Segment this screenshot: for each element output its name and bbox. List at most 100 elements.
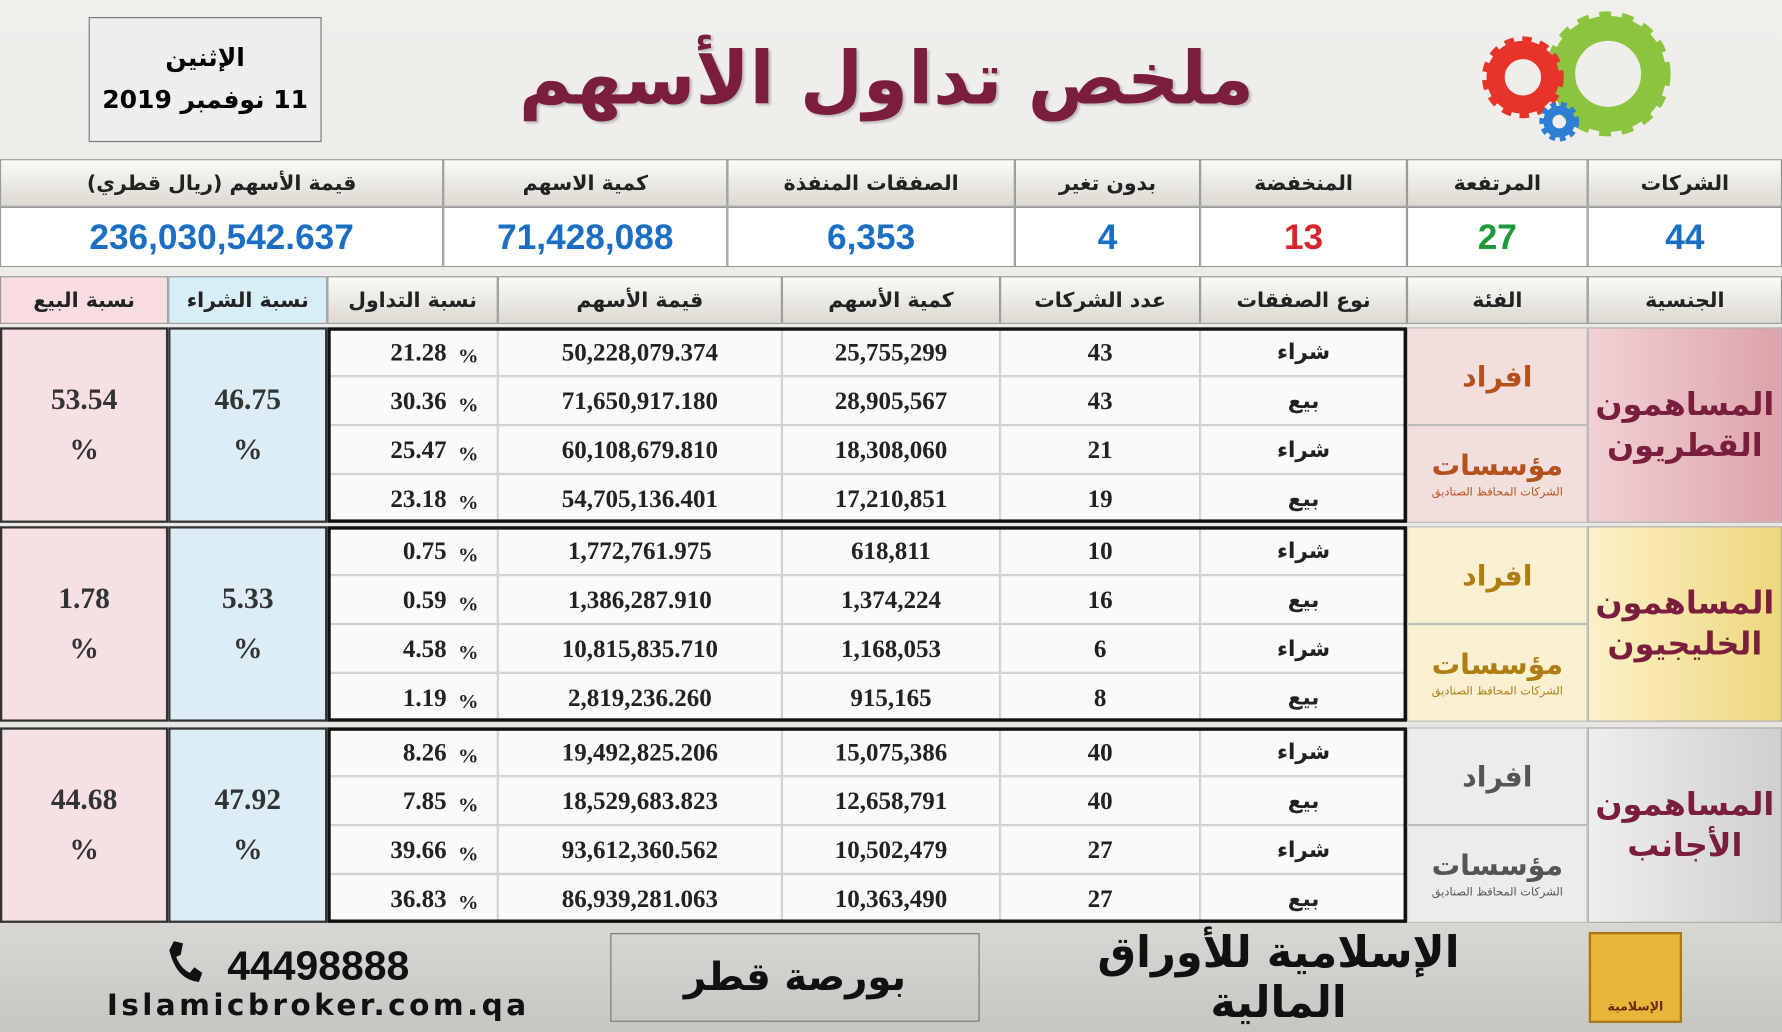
website: Islamicbroker.com.qa (106, 988, 530, 1023)
phone: 44498888 (227, 942, 410, 989)
gears-logo (1481, 11, 1671, 142)
percent-sign: % (458, 543, 479, 567)
date-box: الإثنين 11 نوفمبر 2019 (88, 17, 322, 143)
table-header: نسبة الشراء (168, 276, 328, 324)
percent-sign: % (458, 592, 479, 615)
summary-value: 44 (1587, 206, 1782, 268)
trade-type: شراء (1200, 727, 1407, 777)
share-quantity: 28,905,567 (781, 376, 1001, 426)
percent-sign: % (458, 393, 479, 416)
nationality: المساهمون الخليجيون (1587, 526, 1782, 722)
ratio-box: 47.92% (168, 727, 328, 923)
ratio-box: 53.54% (0, 327, 169, 523)
summary-header: الشركات (1587, 159, 1782, 207)
share-value: 2,819,236.260 (497, 672, 782, 722)
percent-sign: % (232, 631, 263, 665)
category-label: افراد (1462, 558, 1533, 592)
trade-type: بيع (1200, 776, 1407, 826)
share-quantity: 915,165 (781, 672, 1001, 722)
title: ملخص تداول الأسهم (518, 37, 1255, 122)
share-value: 18,529,683.823 (497, 776, 782, 826)
category: افراد (1406, 327, 1588, 426)
trade-ratio: 4.58 (327, 623, 498, 673)
exchange: بورصة قطر (610, 933, 980, 1022)
share-quantity: 1,168,053 (781, 623, 1001, 673)
category-note: الشركات المحافظ الصناديق (1431, 685, 1563, 698)
share-quantity: 1,374,224 (781, 575, 1001, 624)
trade-type: بيع (1200, 575, 1407, 624)
share-quantity: 12,658,791 (781, 776, 1001, 826)
ratio-box: 46.75% (168, 327, 328, 523)
trade-ratio: 21.28 (327, 327, 498, 377)
category-label: افراد (1462, 759, 1533, 793)
footer (0, 922, 1782, 1032)
table-header: نسبة التداول (327, 276, 498, 324)
gear (1550, 15, 1667, 132)
percent-sign: % (458, 490, 479, 514)
gear (1539, 101, 1580, 142)
ratio-box: 44.68% (0, 727, 169, 923)
share-value: 1,386,287.910 (497, 575, 782, 624)
gear (1543, 105, 1576, 138)
share-value: 71,650,917.180 (497, 376, 782, 426)
date: 11 نوفمبر 2019 (102, 86, 309, 115)
summary-header: الصفقات المنفذة (727, 159, 1015, 207)
trade-type: شراء (1200, 327, 1407, 377)
category-note: الشركات المحافظ الصناديق (1431, 486, 1563, 499)
company-count: 27 (1000, 874, 1201, 923)
summary-value: 27 (1406, 206, 1588, 268)
trade-ratio: 30.36 (327, 376, 498, 426)
category: مؤسسات الشركات المحافظ الصناديق (1406, 425, 1588, 523)
trade-ratio: 23.18 (327, 473, 498, 523)
ratio-value: 46.75 (214, 383, 281, 416)
share-value: 1,772,761.975 (497, 526, 782, 576)
company: الإسلامية للأوراق المالية (1097, 927, 1460, 1028)
summary-header: كمية الاسهم (443, 159, 728, 207)
share-value: 93,612,360.562 (497, 825, 782, 875)
company-count: 6 (1000, 623, 1201, 673)
percent-sign: % (458, 891, 479, 914)
percent-sign: % (458, 442, 479, 465)
percent-sign: % (232, 833, 263, 867)
table-header: نسبة البيع (0, 276, 169, 324)
gear (1486, 40, 1560, 114)
trade-type: بيع (1200, 672, 1407, 722)
share-quantity: 10,363,490 (781, 874, 1001, 923)
trade-type: شراء (1200, 623, 1407, 673)
table-header: نوع الصفقات (1200, 276, 1407, 324)
summary-value: 13 (1200, 206, 1407, 268)
summary-header: المرتفعة (1406, 159, 1588, 207)
share-value: 60,108,679.810 (497, 425, 782, 474)
share-value: 19,492,825.206 (497, 727, 782, 777)
table-header: الفئة (1406, 276, 1588, 324)
ratio-value: 44.68 (50, 783, 118, 817)
category: افراد (1406, 727, 1588, 826)
ratio-value: 1.78 (58, 581, 110, 615)
percent-sign: % (458, 744, 479, 768)
percent-sign: % (458, 793, 479, 817)
category-note: الشركات المحافظ الصناديق (1431, 886, 1563, 900)
category-label: مؤسسات (1431, 448, 1564, 482)
phone-icon (169, 941, 203, 982)
category-label: مؤسسات (1431, 647, 1564, 681)
category-label: افراد (1462, 359, 1533, 393)
nationality: المساهمون الأجانب (1587, 727, 1782, 923)
category-label: مؤسسات (1431, 849, 1564, 882)
summary-header: بدون تغير (1014, 159, 1201, 207)
category: مؤسسات الشركات المحافظ الصناديق (1406, 623, 1588, 722)
table-header: قيمة الأسهم (497, 276, 782, 324)
trade-ratio: 8.26 (327, 727, 498, 777)
share-quantity: 25,755,299 (781, 327, 1001, 377)
ratio-value: 53.54 (50, 383, 118, 416)
company-count: 40 (1000, 776, 1201, 826)
trade-ratio: 0.59 (327, 575, 498, 624)
trade-ratio: 25.47 (327, 425, 498, 474)
trade-type: بيع (1200, 376, 1407, 426)
company-count: 27 (1000, 825, 1201, 875)
company-count: 43 (1000, 376, 1201, 426)
share-value: 50,228,079.374 (497, 327, 782, 377)
day: الإثنين (165, 44, 245, 73)
percent-sign: % (458, 641, 479, 664)
category: افراد (1406, 526, 1588, 624)
